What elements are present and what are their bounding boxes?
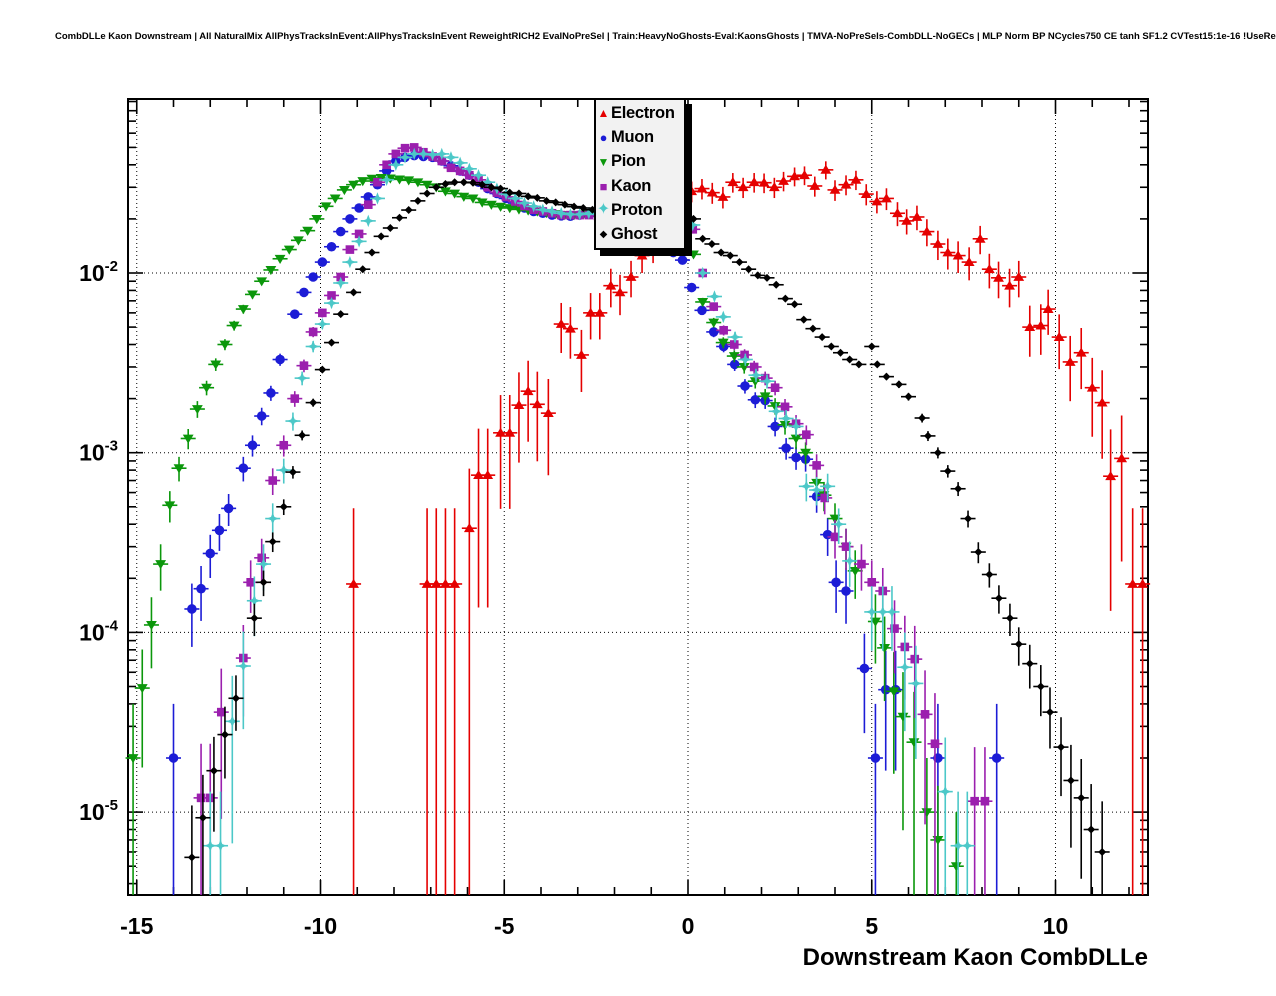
x-tick-label: -15 xyxy=(120,913,153,939)
diamond-icon: ◆ xyxy=(599,228,608,240)
grid-lines xyxy=(128,99,1148,895)
y-axis-labels: 10-2 10-3 10-4 10-5 xyxy=(79,258,119,825)
legend-label: Kaon xyxy=(611,176,652,195)
legend-label: Muon xyxy=(611,127,654,146)
legend-item-pion: ▼ Pion xyxy=(596,150,684,174)
triangle-down-icon: ▼ xyxy=(597,154,610,169)
series-electron xyxy=(346,161,1151,895)
star4-icon: ✦ xyxy=(596,201,611,219)
series-proton-points xyxy=(204,147,974,852)
x-axis-title: Downstream Kaon CombDLLe xyxy=(803,944,1148,971)
legend-label: Ghost xyxy=(611,225,658,244)
legend-item-muon: ● Muon xyxy=(596,125,684,149)
series-muon-errorbars xyxy=(166,153,1005,895)
series-muon xyxy=(166,150,1005,895)
y-tick-label: 10-2 xyxy=(79,258,118,286)
x-axis-labels: -15 -10 -5 0 5 10 xyxy=(120,913,1068,939)
circle-icon: ● xyxy=(599,129,608,145)
series-electron-points xyxy=(348,164,1148,588)
x-tick-label: 10 xyxy=(1043,913,1069,939)
x-tick-label: 0 xyxy=(682,913,695,939)
legend: ▲ Electron ● Muon ▼ Pion ■ Kaon ✦ Proton ◆ Ghost xyxy=(594,98,686,250)
legend-label: Electron xyxy=(611,103,675,122)
triangle-up-icon: ▲ xyxy=(597,106,610,121)
y-tick-label: 10-5 xyxy=(79,797,118,825)
series-kaon-errorbars xyxy=(193,145,993,895)
legend-item-kaon: ■ Kaon xyxy=(596,174,684,198)
legend-label: Proton xyxy=(611,200,663,219)
y-tick-label: 10-4 xyxy=(79,617,119,645)
legend-item-proton: ✦ Proton xyxy=(596,198,684,222)
x-tick-label: -10 xyxy=(304,913,337,939)
y-tick-label: 10-3 xyxy=(79,438,118,466)
series-ghost-errorbars xyxy=(184,181,1110,895)
legend-label: Pion xyxy=(611,152,646,171)
legend-item-ghost: ◆ Ghost xyxy=(596,223,684,247)
series-kaon-points xyxy=(196,143,990,806)
x-tick-label: -5 xyxy=(494,913,515,939)
x-tick-label: 5 xyxy=(865,913,878,939)
series-muon-points xyxy=(168,150,1002,763)
series-ghost-points xyxy=(187,178,1107,862)
plot-title: CombDLLe Kaon Downstream | All NaturalMi… xyxy=(55,31,1276,42)
series-kaon xyxy=(193,143,993,895)
square-icon: ■ xyxy=(599,178,608,194)
series-ghost xyxy=(184,178,1110,895)
legend-item-electron: ▲ Electron xyxy=(596,101,684,125)
